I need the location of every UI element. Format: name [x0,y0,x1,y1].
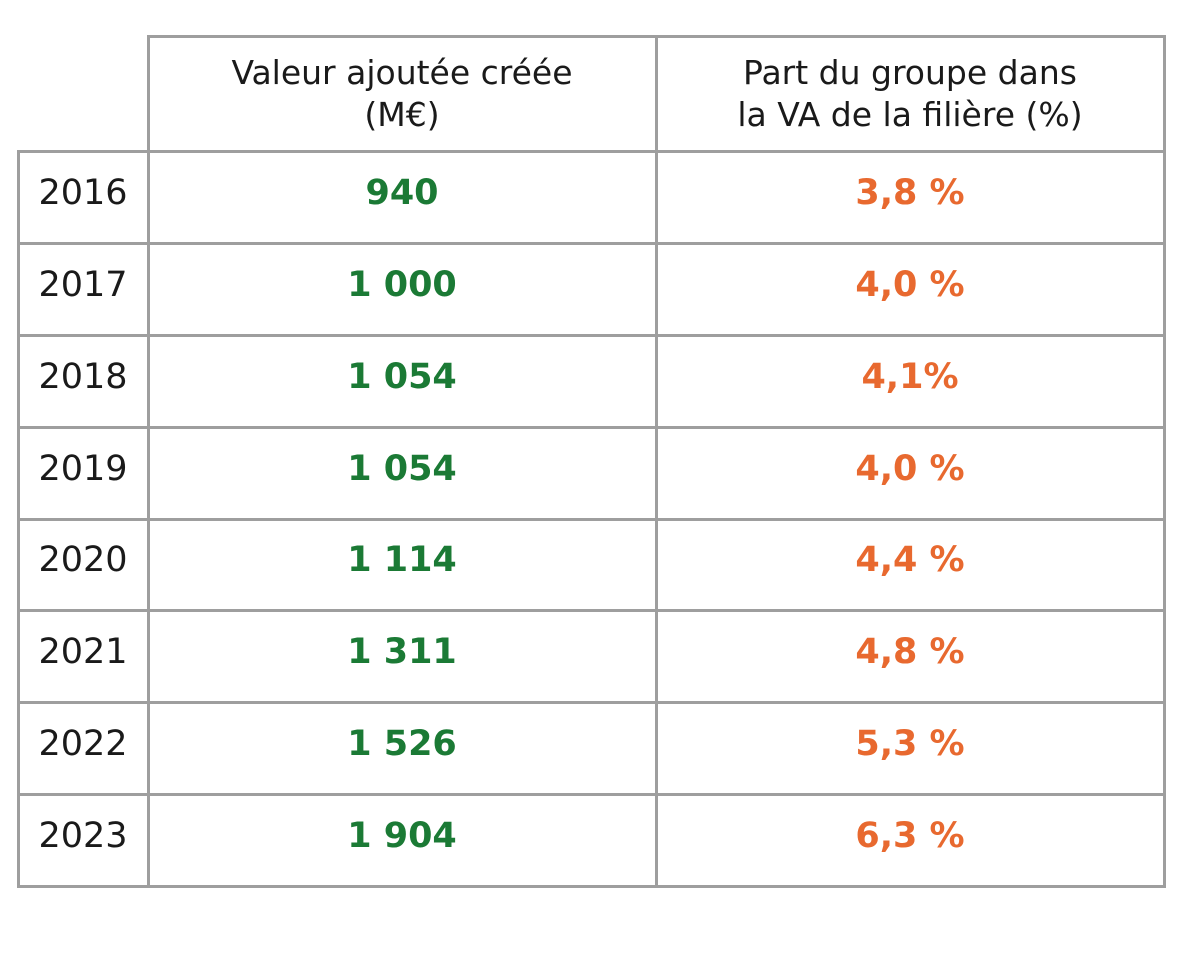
header-right-border [1163,35,1166,151]
row-border [17,793,1166,796]
column-border [17,150,20,888]
row-border [17,150,1166,153]
year-cell: 2021 [38,632,128,673]
year-cell: 2017 [38,264,128,305]
column-border [147,150,150,888]
row-border [17,242,1166,245]
share-cell: 4,1% [861,356,959,397]
year-cell: 2023 [38,816,128,857]
value-added-cell: 1 000 [347,264,457,305]
value-added-cell: 1 904 [347,816,457,857]
value-added-cell: 1 054 [347,356,457,397]
column-border [655,150,658,888]
share-cell: 6,3 % [855,816,965,857]
share-cell: 5,3 % [855,724,965,765]
row-border [17,701,1166,704]
header-left-border [147,35,150,151]
year-cell: 2020 [38,540,128,581]
row-border [17,518,1166,521]
header-divider [655,35,658,151]
row-border [17,334,1166,337]
share-cell: 4,0 % [855,448,965,489]
header-group-share: Part du groupe dans la VA de la filière … [737,52,1083,134]
year-cell: 2018 [38,356,128,397]
row-border [17,885,1166,888]
share-cell: 4,8 % [855,632,965,673]
share-cell: 4,0 % [855,264,965,305]
value-added-cell: 1 054 [347,448,457,489]
year-cell: 2019 [38,448,128,489]
year-cell: 2022 [38,724,128,765]
share-cell: 4,4 % [855,540,965,581]
header-value-added: Valeur ajoutée créée (M€) [231,52,573,134]
row-border [17,609,1166,612]
value-added-cell: 940 [365,172,439,213]
value-added-cell: 1 526 [347,724,457,765]
value-added-cell: 1 311 [347,632,457,673]
year-cell: 2016 [38,172,128,213]
share-cell: 3,8 % [855,172,965,213]
value-added-cell: 1 114 [347,540,457,581]
row-border [17,426,1166,429]
column-border [1163,150,1166,888]
